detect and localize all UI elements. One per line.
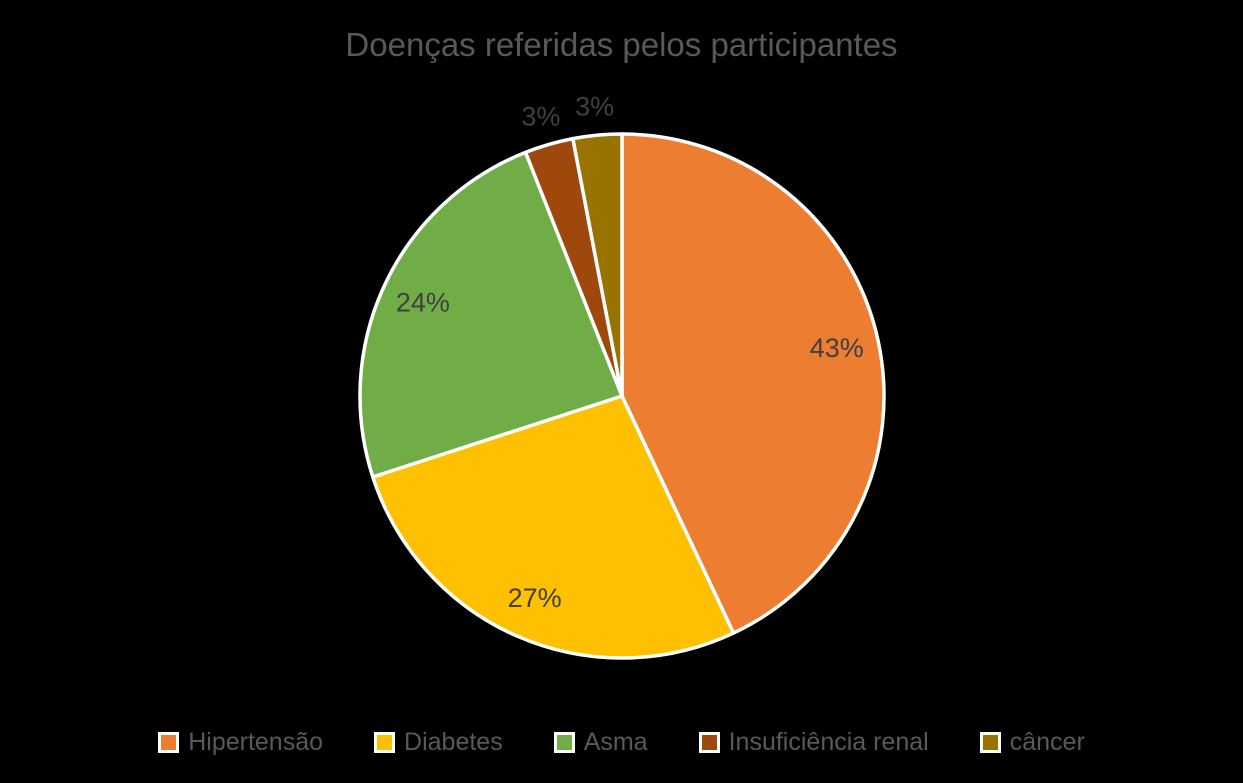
chart-legend: Hipertensão Diabetes Asma Insuficiência …	[0, 728, 1243, 757]
data-label-insuficiencia-renal: 3%	[521, 102, 560, 132]
pie-slice-hipertensao	[620, 132, 886, 635]
legend-label-hipertensao: Hipertensão	[188, 728, 324, 756]
legend-swatch-asma	[553, 732, 575, 754]
data-label-diabetes: 27%	[508, 583, 562, 613]
data-label-asma: 24%	[396, 287, 450, 317]
legend-label-diabetes: Diabetes	[404, 728, 503, 756]
legend-swatch-diabetes	[374, 732, 396, 754]
legend-item-cancer: câncer	[979, 728, 1085, 757]
chart-title: Doenças referidas pelos participantes	[345, 26, 898, 63]
pie-slice-diabetes	[371, 394, 736, 660]
legend-item-insuficiencia-renal: Insuficiência renal	[698, 728, 929, 757]
data-label-hipertensao: 43%	[810, 333, 864, 363]
data-label-cancer: 3%	[575, 92, 614, 122]
legend-item-asma: Asma	[553, 728, 648, 757]
legend-swatch-insuficiencia-renal	[698, 732, 720, 754]
legend-item-hipertensao: Hipertensão	[158, 728, 324, 757]
legend-label-insuficiencia-renal: Insuficiência renal	[728, 728, 929, 756]
legend-label-asma: Asma	[583, 728, 648, 756]
legend-swatch-hipertensao	[158, 732, 180, 754]
legend-label-cancer: câncer	[1009, 728, 1085, 756]
pie-slice-cancer	[571, 132, 624, 398]
legend-item-diabetes: Diabetes	[374, 728, 503, 757]
legend-swatch-cancer	[979, 732, 1001, 754]
